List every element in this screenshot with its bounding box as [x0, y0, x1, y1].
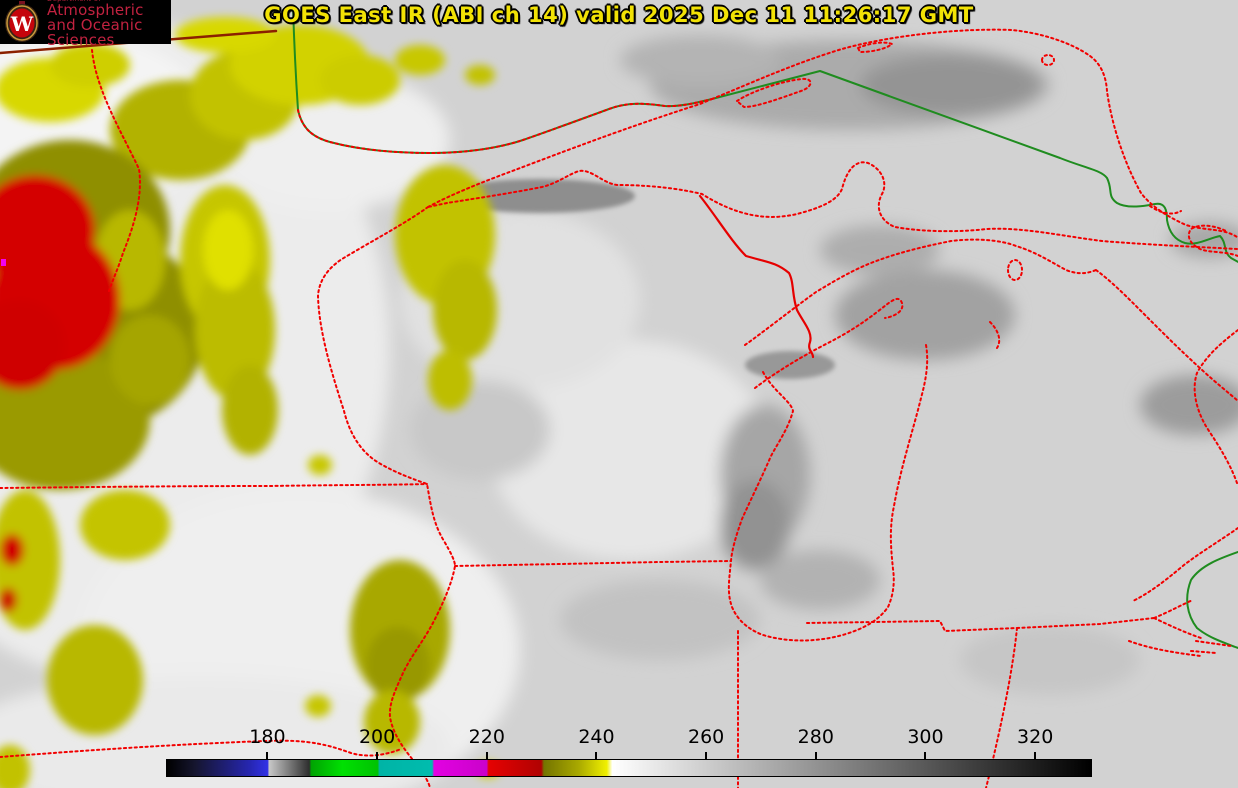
green-bay-door-peninsula — [744, 238, 1097, 389]
wisconsin-illinois-border — [454, 560, 732, 567]
boundary-layer — [0, 5, 1238, 788]
michigan-indiana-ohio-borders — [737, 599, 1232, 788]
image-title: GOES East IR (ABI ch 14) valid 2025 Dec … — [264, 3, 974, 27]
logo-text: Department of Atmospheric and Oceanic Sc… — [47, 0, 171, 49]
logo-dept-line2: and Oceanic Sciences — [47, 15, 143, 50]
detroit-area-shorelines — [1128, 527, 1238, 657]
st-marys-river-islands — [1149, 205, 1238, 257]
lake-superior-dark-streak — [445, 179, 835, 379]
border-dots-over-green — [297, 98, 713, 154]
colorbar-tick-label: 320 — [1017, 726, 1054, 748]
colorbar-tick-label: 280 — [797, 726, 834, 748]
colorbar-tick-label: 240 — [578, 726, 615, 748]
uw-crest-icon: W — [5, 1, 39, 42]
superior-islands — [857, 41, 1055, 66]
lake-huron-shoreline — [1095, 269, 1238, 484]
coldest-pixel-magenta — [1, 259, 6, 266]
colorbar-tick-mark — [1034, 752, 1037, 759]
colorbar-tick-mark — [705, 752, 708, 759]
uw-aos-logo: W Department of Atmospheric and Oceanic … — [0, 0, 171, 48]
colorbar-tick-label: 300 — [907, 726, 944, 748]
northern-lake-michigan-islands — [989, 259, 1023, 349]
lake-michigan-shoreline — [727, 344, 929, 642]
lake-superior-water-border — [711, 70, 1238, 264]
colorbar-tick-mark — [924, 752, 927, 759]
minnesota-iowa-border — [0, 483, 428, 489]
isle-royale-outline — [736, 77, 812, 108]
bottom-river-line — [0, 739, 402, 758]
colorbar-tick-label: 180 — [249, 726, 286, 748]
colorbar-tick-mark — [595, 752, 598, 759]
colorbar-tick-mark — [266, 752, 269, 759]
colorbar-tick-mark — [814, 752, 817, 759]
logo-dept-line1: Atmospheric — [47, 0, 144, 19]
cold-cloud-layer — [0, 17, 500, 788]
colorbar-tick-mark — [485, 752, 488, 759]
state-boundaries-dotted — [0, 28, 1238, 788]
colorbar-tick-label: 200 — [358, 726, 396, 748]
colorbar-tick-mark — [376, 752, 379, 759]
red-lakes-outline — [91, 49, 141, 292]
logo-dept-prefix: Department of — [47, 0, 171, 3]
wisconsin-michigan-border — [698, 194, 815, 359]
colorbar-tick-label: 260 — [688, 726, 725, 748]
detroit-river-border — [1186, 551, 1238, 649]
colorbar-tick-label: 220 — [468, 726, 505, 748]
wisconsin-western-border — [317, 206, 456, 788]
svg-text:W: W — [10, 12, 34, 36]
temperature-colorbar — [166, 759, 1092, 777]
